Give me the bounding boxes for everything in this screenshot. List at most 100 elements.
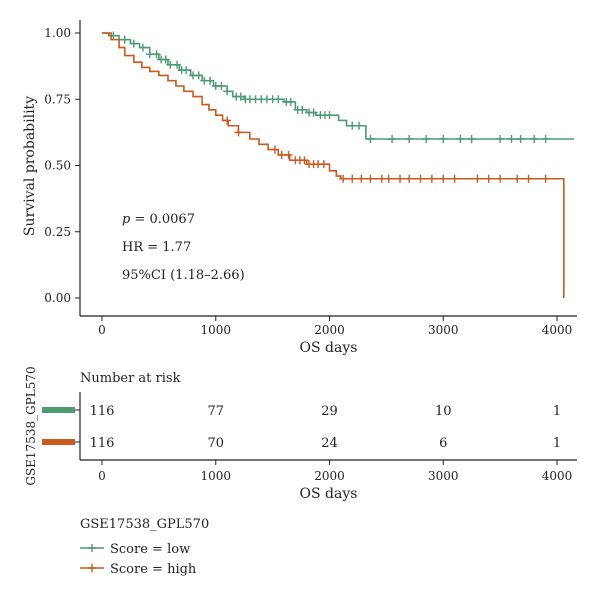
hr-label: HR = 1.77 (122, 240, 191, 255)
x-tick-label: 4000 (542, 323, 573, 337)
censor-mark (145, 50, 154, 59)
censor-mark (384, 174, 393, 183)
censor-mark (405, 135, 414, 143)
censor-mark (530, 135, 539, 143)
risk-count: 116 (90, 404, 115, 419)
survival-curve-low (102, 32, 575, 140)
censor-mark (138, 43, 147, 52)
censor-mark (206, 76, 215, 85)
censor-mark (173, 60, 182, 69)
censor-mark (366, 174, 375, 183)
censor-mark (152, 50, 161, 59)
survival-curve-high (102, 32, 565, 298)
censor-mark (182, 66, 191, 75)
censor-mark (270, 145, 279, 154)
censor-mark (405, 174, 414, 183)
censor-mark (161, 55, 170, 64)
censor-mark (129, 39, 138, 48)
risk-row-color-key (42, 439, 75, 445)
censor-mark (234, 128, 243, 137)
censor-mark (348, 121, 357, 130)
censor-mark (194, 71, 203, 80)
censor-mark (325, 111, 334, 120)
censor-mark (427, 174, 436, 183)
censor-mark (355, 121, 364, 130)
p-symbol: p (122, 212, 131, 227)
y-tick-label: 0.50 (44, 159, 71, 173)
x-tick-label: 2000 (314, 323, 345, 337)
x-tick-label: 0 (98, 323, 106, 337)
censor-mark (450, 174, 459, 183)
censor-mark (473, 174, 482, 183)
censor-mark (223, 87, 232, 96)
risk-strata-label: GSE17538_GPL570 (24, 366, 38, 485)
censor-mark (319, 160, 328, 169)
risk-x-tick-label: 0 (98, 469, 106, 483)
risk-count: 10 (435, 404, 452, 419)
censor-mark (309, 108, 318, 117)
censor-mark (286, 97, 295, 106)
risk-count: 116 (90, 436, 115, 451)
y-tick-label: 0.75 (44, 92, 71, 106)
censor-mark (236, 92, 245, 101)
censor-mark (298, 105, 307, 114)
censor-mark (357, 174, 366, 183)
y-tick-label: 1.00 (44, 26, 71, 40)
x-axis-label: OS days (300, 340, 358, 356)
ci-label: 95%CI (1.18–2.66) (122, 268, 245, 283)
y-tick-label: 0.00 (44, 291, 71, 305)
censor-mark (377, 174, 386, 183)
risk-count: 24 (321, 436, 338, 451)
censor-mark (366, 135, 375, 143)
legend-item-label: Score = high (110, 562, 197, 577)
x-tick-label: 1000 (200, 323, 231, 337)
censor-mark (467, 135, 476, 143)
y-tick-label: 0.25 (44, 225, 71, 239)
survival-plot: 0.00 0.25 0.50 0.75 1.00 0 1000 2000 3000 4000 OS … (22, 20, 577, 356)
censor-mark (339, 174, 348, 183)
censor-mark (274, 95, 283, 104)
risk-count: 6 (439, 436, 447, 451)
risk-count: 77 (207, 404, 224, 419)
risk-x-tick-label: 2000 (314, 469, 345, 483)
censor-mark (217, 82, 226, 90)
censor-mark (284, 150, 293, 159)
censor-mark (422, 135, 431, 143)
censor-mark (388, 135, 397, 143)
censor-mark (484, 174, 493, 183)
legend-title: GSE17538_GPL570 (80, 517, 209, 532)
censor-mark (496, 174, 505, 183)
x-tick-label: 3000 (428, 323, 459, 337)
risk-count: 70 (207, 436, 224, 451)
risk-x-tick-label: 1000 (200, 469, 231, 483)
risk-x-tick-label: 4000 (542, 469, 573, 483)
risk-x-axis-label: OS days (300, 486, 358, 502)
censor-mark (507, 135, 516, 143)
censor-mark (300, 156, 309, 165)
risk-count: 1 (553, 404, 561, 419)
censor-mark (524, 174, 533, 183)
censor-mark (516, 135, 525, 143)
p-value-label: p = 0.0067 (122, 212, 195, 227)
legend-plus-icon (88, 544, 96, 552)
legend-plus-icon (88, 564, 96, 572)
censor-mark (439, 135, 448, 143)
censor-mark (348, 174, 357, 183)
censor-mark (223, 116, 232, 125)
censor-mark (277, 150, 286, 159)
risk-table-title: Number at risk (80, 371, 181, 386)
risk-x-tick-label: 3000 (428, 469, 459, 483)
censor-mark (456, 135, 465, 143)
censor-mark (439, 174, 448, 183)
censor-mark (496, 135, 505, 143)
risk-count: 1 (553, 436, 561, 451)
legend: GSE17538_GPL570 Score = low Score = high (80, 517, 209, 577)
p-value: = 0.0067 (130, 212, 195, 227)
risk-row-color-key (42, 407, 75, 413)
censor-mark (120, 35, 129, 44)
censor-mark (416, 174, 425, 183)
censor-mark (396, 174, 405, 183)
censor-mark (541, 135, 550, 143)
